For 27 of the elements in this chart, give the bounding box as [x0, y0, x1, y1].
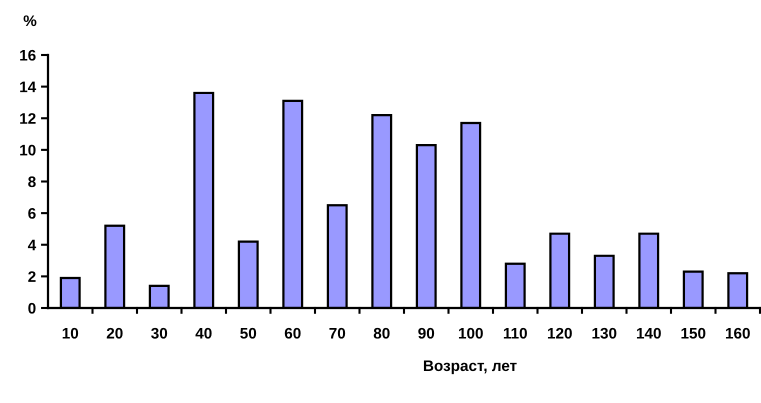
y-tick-label: 4 [28, 240, 36, 250]
x-tick-label: 100 [458, 328, 483, 339]
x-tick-label: 130 [592, 328, 616, 339]
y-tick-label: 2 [28, 271, 36, 282]
y-tick-label: 0 [28, 302, 36, 314]
y-tick-label: 8 [28, 176, 36, 188]
y-tick-label: 6 [28, 208, 36, 219]
x-tick-label: 120 [548, 328, 572, 339]
x-tick-label: 80 [374, 328, 390, 339]
y-tick-label: 12 [20, 113, 36, 124]
y-axis-title: % [24, 15, 36, 26]
x-tick-label: 60 [284, 328, 301, 339]
x-tick-label: 150 [681, 328, 706, 339]
x-tick-label: 10 [62, 328, 78, 339]
x-tick-label: 70 [329, 328, 346, 339]
y-tick-label: 16 [20, 50, 36, 61]
x-tick-label: 40 [195, 328, 212, 339]
x-axis-title: Возраст, лет [424, 360, 517, 374]
x-tick-label: 50 [240, 328, 256, 339]
y-tick-label: 14 [20, 82, 36, 92]
x-tick-label: 20 [106, 328, 123, 339]
x-tick-label: 140 [636, 328, 661, 339]
x-tick-label: 110 [504, 328, 527, 339]
y-tick-label: 10 [20, 144, 36, 156]
x-tick-label: 30 [151, 328, 168, 339]
x-tick-label: 160 [726, 328, 750, 339]
x-tick-label: 90 [418, 328, 434, 339]
